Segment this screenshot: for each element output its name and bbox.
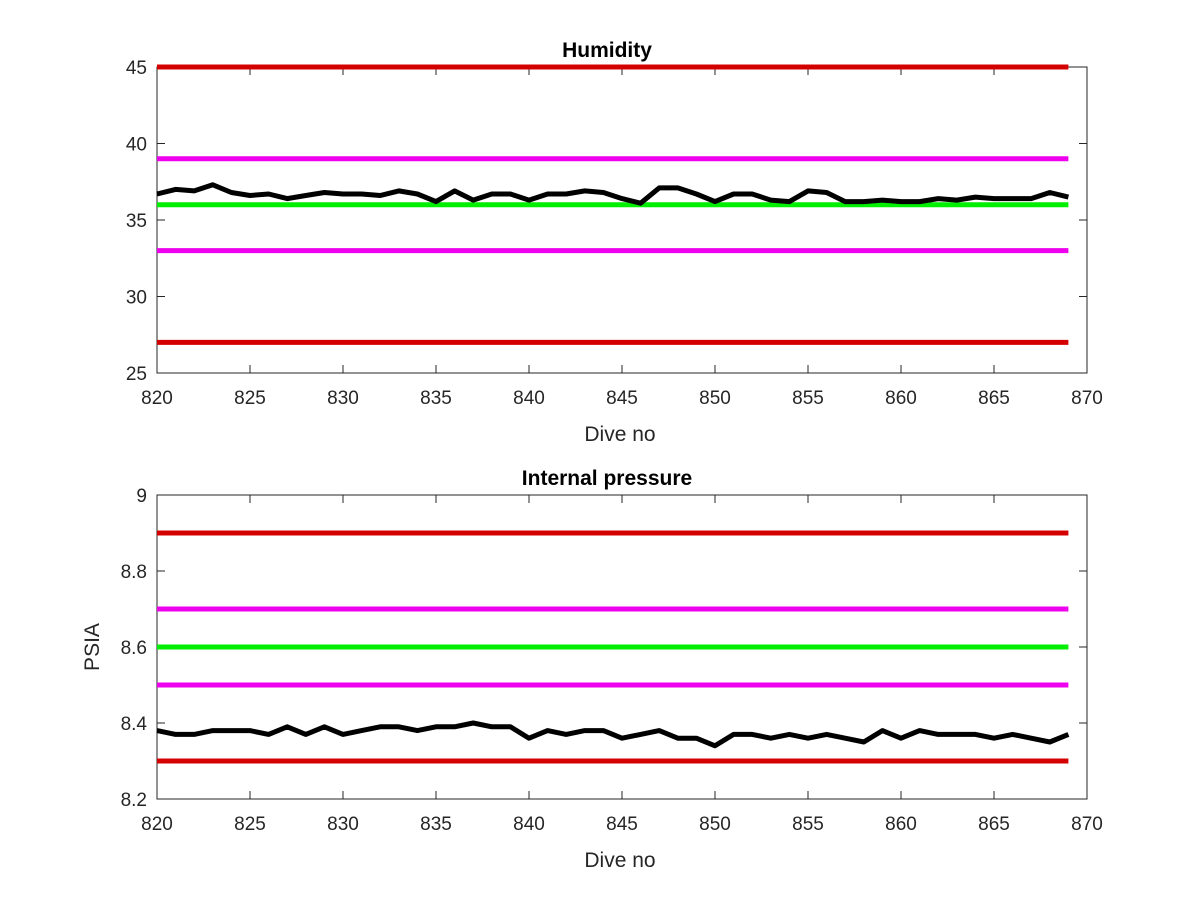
y-tick-label: 40 <box>126 135 147 156</box>
y-axis-label: PSIA <box>81 623 104 671</box>
x-tick-label: 865 <box>978 388 1010 409</box>
x-tick-label: 870 <box>1071 388 1103 409</box>
chart-title: Humidity <box>562 39 652 62</box>
x-tick-label: 860 <box>885 388 917 409</box>
x-tick-label: 855 <box>792 814 824 835</box>
x-tick-label: 840 <box>513 814 545 835</box>
y-tick-label: 35 <box>126 211 147 232</box>
x-tick-label: 855 <box>792 388 824 409</box>
y-tick-label: 30 <box>126 288 147 309</box>
x-tick-label: 865 <box>978 814 1010 835</box>
y-tick-label: 8.2 <box>121 790 147 811</box>
y-tick-label: 25 <box>126 364 147 385</box>
data-series-line <box>156 182 1070 206</box>
x-tick-label: 850 <box>699 814 731 835</box>
y-tick-label: 45 <box>126 58 147 79</box>
x-axis-label: Dive no <box>584 849 655 872</box>
x-axis-label: Dive no <box>584 423 655 446</box>
x-tick-label: 845 <box>606 388 638 409</box>
x-tick-label: 850 <box>699 388 731 409</box>
y-tick-label: 8.4 <box>121 714 148 735</box>
x-tick-label: 840 <box>513 388 545 409</box>
axes-box <box>156 66 1088 374</box>
data-series-line <box>156 720 1070 749</box>
x-tick-label: 825 <box>234 814 266 835</box>
x-tick-label: 835 <box>420 388 452 409</box>
x-tick-label: 830 <box>327 814 359 835</box>
x-tick-label: 835 <box>420 814 452 835</box>
y-tick-label: 9 <box>136 486 147 507</box>
internal-pressure-panel: 820 825 830 835 840 845 850 855 860 865 870 8.2 8.4 8… <box>81 467 1103 872</box>
y-tick-label: 8.8 <box>121 562 147 583</box>
chart-title: Internal pressure <box>522 467 692 490</box>
y-tick-label: 8.6 <box>121 638 147 659</box>
x-tick-label: 845 <box>606 814 638 835</box>
x-tick-label: 820 <box>141 814 173 835</box>
x-tick-label: 830 <box>327 388 359 409</box>
x-tick-label: 820 <box>141 388 173 409</box>
humidity-panel: 820 825 830 835 840 845 850 855 860 865 870 25 30 35 4… <box>126 39 1103 446</box>
x-tick-label: 825 <box>234 388 266 409</box>
x-tick-label: 860 <box>885 814 917 835</box>
x-tick-label: 870 <box>1071 814 1103 835</box>
